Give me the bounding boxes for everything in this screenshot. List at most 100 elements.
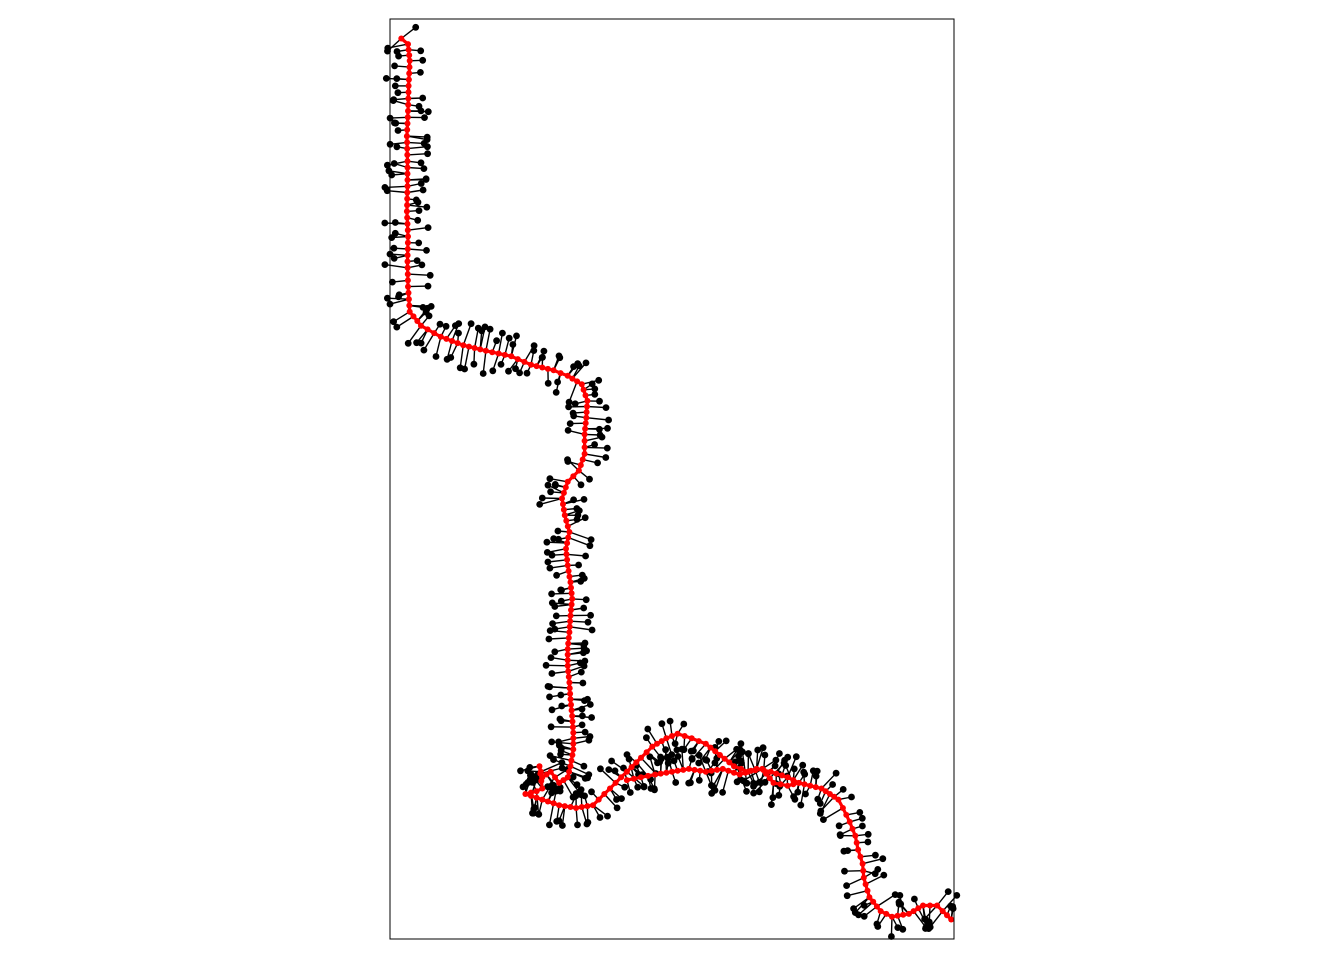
black-point (598, 433, 606, 441)
black-point (591, 441, 598, 448)
red-point (404, 195, 411, 202)
red-point (406, 308, 413, 315)
red-point (533, 794, 540, 801)
red-point (674, 767, 681, 774)
red-point (508, 353, 515, 360)
black-point (545, 635, 553, 643)
black-point (602, 404, 610, 411)
red-point (618, 774, 625, 781)
red-point (688, 735, 695, 742)
red-point (577, 462, 584, 469)
red-point (477, 346, 484, 353)
black-point (832, 769, 840, 777)
red-point (633, 759, 640, 766)
red-point (714, 766, 721, 773)
red-point (719, 765, 726, 772)
red-point (528, 361, 534, 368)
red-point (927, 902, 933, 909)
black-point (423, 247, 430, 254)
black-point (557, 597, 565, 605)
red-point (607, 785, 613, 792)
red-point (404, 120, 411, 127)
black-point (797, 801, 805, 809)
black-point (544, 379, 552, 387)
red-point (652, 771, 659, 778)
red-point (414, 318, 421, 324)
red-point (807, 782, 814, 789)
red-point (843, 811, 850, 818)
black-point (557, 717, 565, 725)
black-point (389, 97, 397, 104)
black-point (595, 376, 603, 384)
red-point (405, 46, 412, 53)
black-point (646, 753, 654, 761)
black-point (879, 855, 887, 863)
red-point (404, 239, 411, 246)
whisker (584, 453, 606, 459)
black-point (539, 354, 546, 361)
black-point (548, 670, 556, 677)
red-point (405, 82, 412, 89)
black-point (743, 779, 751, 787)
black-point (548, 738, 556, 746)
black-point (581, 792, 588, 800)
black-point (383, 187, 391, 195)
black-point (844, 847, 852, 854)
black-point (625, 755, 633, 763)
red-point (560, 489, 567, 496)
red-point (443, 335, 450, 342)
black-point (550, 756, 557, 763)
black-point (516, 369, 523, 377)
red-point (521, 358, 528, 365)
black-point (782, 762, 790, 769)
red-point (567, 579, 574, 586)
red-point (564, 540, 571, 547)
black-point (393, 143, 401, 151)
red-point (564, 774, 571, 781)
red-point (583, 409, 590, 416)
red-point (581, 437, 588, 444)
red-point (779, 772, 785, 779)
red-point (654, 740, 660, 747)
red-point (628, 764, 635, 771)
red-point (557, 370, 564, 377)
black-point (566, 420, 574, 427)
black-point (553, 571, 560, 579)
black-point (391, 229, 399, 237)
red-point (846, 818, 853, 825)
red-point (560, 501, 566, 508)
black-point (816, 800, 824, 807)
red-point (853, 839, 860, 846)
red-point (568, 607, 574, 613)
black-point (703, 757, 711, 764)
black-point (564, 427, 572, 434)
black-point (424, 304, 431, 312)
red-point (669, 733, 675, 739)
red-point (753, 765, 760, 772)
red-point (915, 905, 922, 912)
whisker (546, 664, 568, 667)
red-point (623, 768, 630, 775)
red-point (566, 529, 573, 535)
red-point (726, 759, 733, 766)
red-point (552, 774, 558, 781)
black-point (588, 626, 596, 634)
red-point (565, 673, 572, 680)
red-point (565, 634, 572, 641)
red-point (404, 177, 411, 183)
black-point (926, 923, 934, 931)
black-point (420, 165, 428, 173)
black-point (768, 801, 775, 808)
black-point (817, 807, 825, 815)
black-point (582, 552, 589, 560)
red-point (404, 252, 411, 259)
black-point (921, 915, 928, 923)
black-point (552, 787, 560, 795)
black-point (738, 759, 745, 767)
red-point (716, 752, 723, 758)
red-point (900, 911, 907, 918)
black-point (526, 764, 534, 771)
black-point (395, 52, 402, 60)
whisker (384, 263, 408, 269)
red-point (565, 668, 572, 675)
